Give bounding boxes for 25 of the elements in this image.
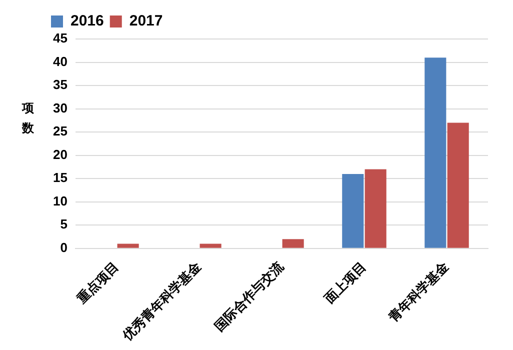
bar	[282, 239, 304, 248]
bar	[200, 244, 222, 248]
bar	[424, 58, 446, 248]
bar	[364, 169, 386, 248]
y-tick-label: 30	[52, 100, 68, 116]
y-tick-label: 5	[60, 216, 68, 232]
x-tick-label: 青年科学基金	[384, 258, 452, 326]
bar	[117, 244, 139, 248]
y-tick-label: 40	[52, 54, 68, 69]
x-tick-label: 面上项目	[320, 258, 369, 308]
x-tick-label: 优秀青年科学基金	[119, 258, 205, 344]
y-tick-label: 10	[52, 193, 68, 208]
y-tick-label: 20	[52, 146, 68, 162]
bar	[342, 174, 364, 248]
y-axis-title: 项数	[22, 100, 35, 137]
y-tick-label: 15	[52, 170, 68, 186]
y-tick-label: 35	[52, 77, 68, 92]
x-tick-label: 国际合作与交流	[211, 258, 288, 334]
y-tick-label: 45	[52, 30, 68, 46]
x-tick-label: 重点项目	[73, 258, 122, 308]
legend-label: 2017	[129, 12, 163, 30]
legend-label: 2016	[70, 12, 104, 30]
bar	[447, 122, 469, 248]
y-tick-label: 25	[52, 124, 68, 139]
y-tick-label: 0	[60, 240, 68, 256]
